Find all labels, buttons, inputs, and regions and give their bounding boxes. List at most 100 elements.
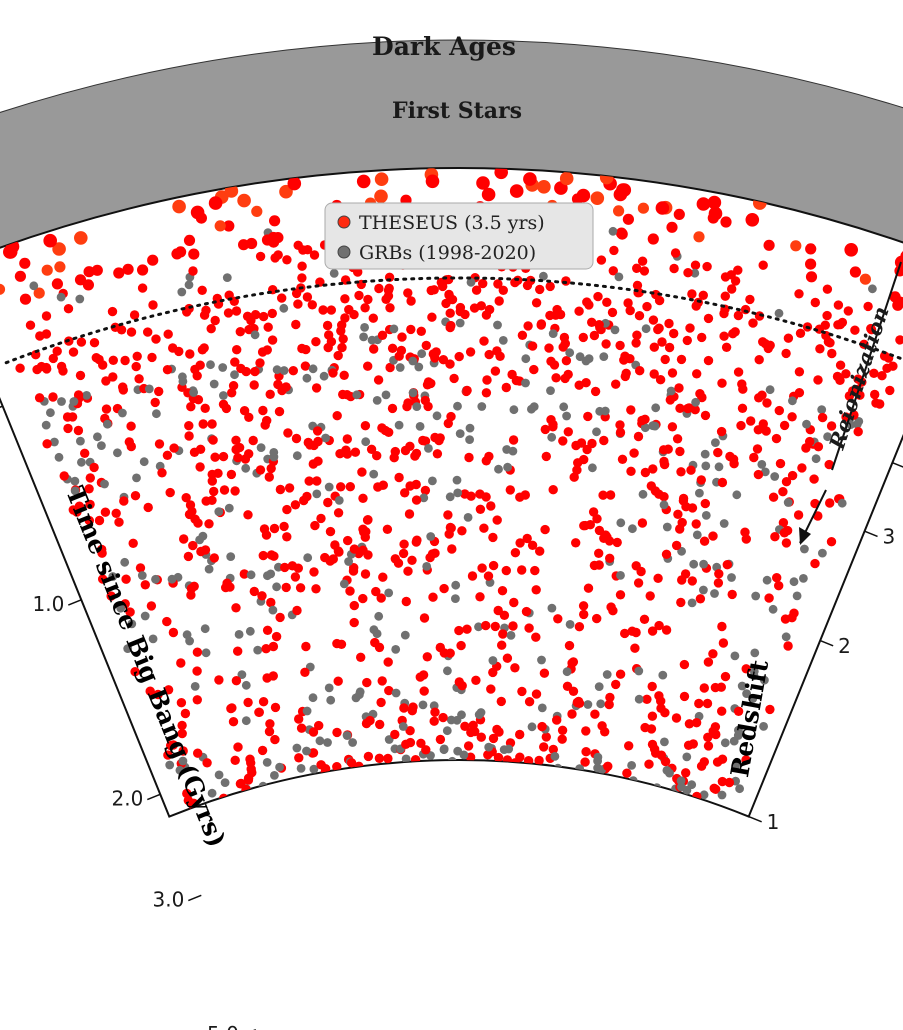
right-tick-mark [864,530,878,538]
grb-point [272,365,282,375]
theseus-point [374,189,388,204]
theseus-point [326,305,336,315]
theseus-point [604,536,615,546]
theseus-point [34,393,45,403]
theseus-point [143,327,153,337]
theseus-point [209,486,219,497]
theseus-point [676,597,686,608]
theseus-point [637,202,650,214]
theseus-point [850,325,860,335]
grb-point [465,423,475,433]
theseus-point [434,435,444,446]
grb-point [292,451,302,461]
grb-point [369,469,379,479]
grb-point [817,405,827,414]
theseus-point [341,445,351,455]
theseus-point [3,245,17,259]
grb-point [690,268,700,278]
theseus-point [639,266,650,276]
theseus-point [337,342,347,353]
theseus-point [401,739,411,749]
grb-point [29,281,39,291]
grb-point [116,603,126,613]
legend-grb-label: GRBs (1998-2020) [359,242,536,264]
theseus-point [594,320,604,330]
grb-point [167,574,177,584]
theseus-point [761,426,771,436]
grb-point [419,493,429,503]
grb-point [69,397,79,406]
theseus-point [280,562,290,573]
theseus-point [454,625,464,636]
theseus-point [183,234,196,246]
theseus-point [810,558,820,569]
left-tick-label: 2.0 [111,787,143,811]
theseus-point [378,480,388,490]
theseus-point [699,536,710,546]
theseus-point [284,483,295,493]
theseus-point [43,233,57,248]
grb-point [108,572,118,581]
grb-point [132,473,141,483]
grb-point [302,373,312,383]
theseus-point [356,652,366,662]
grb-point [588,463,597,473]
theseus-point [349,544,360,554]
theseus-point [499,610,510,620]
theseus-point [822,310,832,321]
theseus-point [578,332,588,343]
theseus-point [63,304,74,314]
left-tick-label: 3.0 [153,888,185,912]
reionization-arrowhead [799,527,811,545]
theseus-point [669,328,679,339]
theseus-point [841,369,851,379]
theseus-point [559,171,574,186]
theseus-point [85,499,95,510]
theseus-point [111,508,121,518]
theseus-point [559,332,570,343]
theseus-point [396,345,407,356]
theseus-point [75,370,86,381]
theseus-point [691,519,701,529]
grb-point [641,324,651,334]
theseus-point [193,518,203,528]
theseus-point [655,375,666,385]
theseus-point [531,585,541,595]
grb-point [348,738,357,747]
theseus-point [294,753,304,763]
theseus-point [275,612,285,623]
theseus-point [593,291,603,302]
grb-point [559,402,569,412]
grb-point [439,744,449,754]
theseus-point [350,447,361,457]
theseus-point [268,671,278,681]
theseus-point [778,518,789,528]
theseus-point [147,254,159,266]
theseus-point [633,578,644,588]
grb-point [352,390,362,400]
grb-point [113,448,122,458]
theseus-point [143,502,153,513]
theseus-point [580,757,590,767]
theseus-point [332,411,342,421]
theseus-point [222,578,232,588]
theseus-point [94,515,105,526]
theseus-point [724,777,735,788]
theseus-point [745,213,760,227]
theseus-point [302,491,312,502]
theseus-point [471,285,482,295]
theseus-point [727,589,737,600]
theseus-point [196,546,206,557]
theseus-point [594,548,604,558]
grb-point [401,754,411,764]
theseus-point [258,405,268,416]
theseus-point [825,338,835,348]
theseus-point [675,446,685,457]
theseus-point [640,414,650,424]
theseus-point [582,297,592,307]
theseus-point [137,264,149,276]
grb-point [359,332,368,342]
theseus-point [269,523,280,534]
theseus-point [716,682,726,692]
theseus-point [809,474,819,484]
